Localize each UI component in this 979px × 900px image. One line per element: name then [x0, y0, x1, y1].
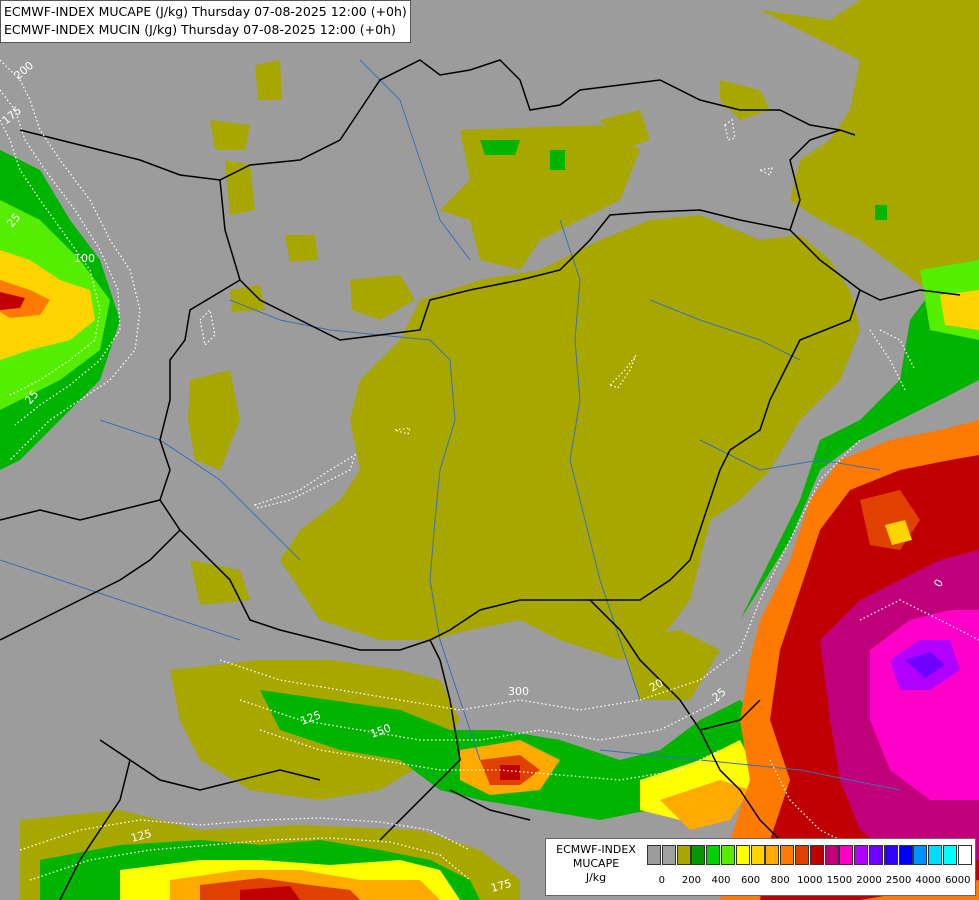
legend-tick-label: 2000 [856, 875, 882, 886]
legend-swatch [839, 845, 854, 865]
legend-swatch [795, 845, 809, 865]
legend-title: ECMWF-INDEX MUCAPE J/kg [548, 843, 644, 885]
legend-swatch [957, 845, 972, 865]
legend-swatch [883, 845, 898, 865]
cin-label: 175 [489, 877, 513, 895]
legend-tick-label: 200 [681, 875, 701, 886]
legend-swatch [869, 845, 883, 865]
cin-label: 300 [508, 685, 529, 698]
legend-swatch [691, 845, 706, 865]
legend-tick-label: 0 [658, 875, 665, 886]
map-title-mucape: ECMWF-INDEX MUCAPE (J/kg) Thursday 07-08… [4, 4, 407, 19]
legend-tick-label: 1500 [826, 875, 853, 886]
legend-swatch [661, 845, 676, 865]
legend-title-source: ECMWF-INDEX [556, 843, 636, 856]
map-title-mucin: ECMWF-INDEX MUCIN (J/kg) Thursday 07-08-… [4, 22, 396, 37]
map-title-box: ECMWF-INDEX MUCAPE (J/kg) Thursday 07-08… [0, 0, 411, 43]
legend-swatch [735, 845, 750, 865]
cin-label: 20 [647, 676, 666, 694]
legend-swatch [809, 845, 824, 865]
legend-swatch [943, 845, 957, 865]
legend-swatch [750, 845, 765, 865]
cape-bright-region [0, 200, 979, 900]
legend-tick-label: 1000 [797, 875, 823, 886]
legend-swatch [706, 845, 721, 865]
legend-tick-label: 800 [770, 875, 790, 886]
legend-swatch [647, 845, 661, 865]
mucape-legend: ECMWF-INDEX MUCAPE J/kg 0 200 400 600 800 100… [545, 838, 976, 896]
legend-tick-label: 4000 [915, 875, 941, 886]
cin-label: 100 [74, 252, 95, 265]
rivers [0, 59, 901, 791]
cin-contours [0, 59, 979, 881]
cin-label: 125 [129, 827, 153, 845]
legend-swatch [780, 845, 795, 865]
cape-high-east [720, 420, 979, 900]
legend-tick-label: 2500 [885, 875, 912, 886]
legend-swatch [854, 845, 869, 865]
legend-tick-label: 600 [741, 875, 761, 886]
legend-swatch [765, 845, 780, 865]
legend-swatch [721, 845, 735, 865]
legend-swatch [913, 845, 928, 865]
legend-swatch [676, 845, 691, 865]
legend-swatch [824, 845, 839, 865]
legend-swatch [928, 845, 943, 865]
legend-swatch [898, 845, 913, 865]
legend-title-parameter: MUCAPE [572, 857, 620, 870]
legend-tick-labels: 0 200 400 600 800 1000 1500 2000 2500 4000 6000 [647, 875, 973, 889]
legend-tick-label: 6000 [945, 875, 971, 886]
legend-tick-label: 400 [711, 875, 731, 886]
legend-title-unit: J/kg [585, 871, 607, 884]
